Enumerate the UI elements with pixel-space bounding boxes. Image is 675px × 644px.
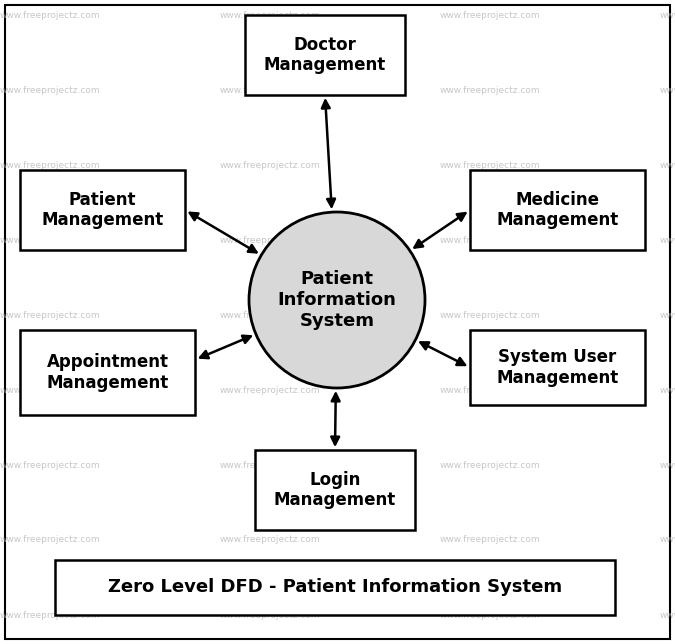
Text: www.freeprojectz.com: www.freeprojectz.com — [220, 460, 321, 469]
Text: www.freeprojectz.com: www.freeprojectz.com — [440, 236, 541, 245]
Text: www.freeprojectz.com: www.freeprojectz.com — [0, 10, 101, 19]
Text: www.freeprojectz.com: www.freeprojectz.com — [0, 236, 101, 245]
Bar — [255, 450, 415, 530]
Text: www.freeprojectz.com: www.freeprojectz.com — [0, 160, 101, 169]
FancyArrowPatch shape — [421, 343, 465, 365]
Text: www.freeprojectz.com: www.freeprojectz.com — [0, 310, 101, 319]
Text: www.freeprojectz.com: www.freeprojectz.com — [440, 160, 541, 169]
Text: www.freeprojectz.com: www.freeprojectz.com — [660, 611, 675, 620]
Text: Doctor
Management: Doctor Management — [264, 35, 386, 75]
FancyArrowPatch shape — [414, 213, 465, 247]
Text: www.freeprojectz.com: www.freeprojectz.com — [0, 86, 101, 95]
Text: www.freeprojectz.com: www.freeprojectz.com — [660, 310, 675, 319]
Text: System User
Management: System User Management — [496, 348, 618, 387]
Text: www.freeprojectz.com: www.freeprojectz.com — [0, 386, 101, 395]
Text: www.freeprojectz.com: www.freeprojectz.com — [220, 236, 321, 245]
Text: www.freeprojectz.com: www.freeprojectz.com — [660, 236, 675, 245]
Text: www.freeprojectz.com: www.freeprojectz.com — [660, 386, 675, 395]
Text: www.freeprojectz.com: www.freeprojectz.com — [220, 310, 321, 319]
Text: www.freeprojectz.com: www.freeprojectz.com — [440, 386, 541, 395]
Text: Patient
Information
System: Patient Information System — [277, 270, 396, 330]
Text: Zero Level DFD - Patient Information System: Zero Level DFD - Patient Information Sys… — [108, 578, 562, 596]
FancyArrowPatch shape — [200, 336, 250, 358]
Bar — [245, 15, 405, 95]
Text: www.freeprojectz.com: www.freeprojectz.com — [220, 386, 321, 395]
Text: www.freeprojectz.com: www.freeprojectz.com — [220, 536, 321, 544]
FancyArrowPatch shape — [190, 213, 256, 252]
Bar — [55, 560, 615, 615]
Bar — [470, 170, 645, 250]
Bar — [20, 330, 195, 415]
Bar — [470, 330, 645, 405]
Text: www.freeprojectz.com: www.freeprojectz.com — [0, 536, 101, 544]
Text: Patient
Management: Patient Management — [41, 191, 163, 229]
Text: www.freeprojectz.com: www.freeprojectz.com — [660, 10, 675, 19]
Circle shape — [249, 212, 425, 388]
FancyArrowPatch shape — [331, 393, 340, 444]
Text: www.freeprojectz.com: www.freeprojectz.com — [440, 86, 541, 95]
Text: www.freeprojectz.com: www.freeprojectz.com — [660, 536, 675, 544]
Text: www.freeprojectz.com: www.freeprojectz.com — [220, 10, 321, 19]
Text: www.freeprojectz.com: www.freeprojectz.com — [220, 160, 321, 169]
Text: www.freeprojectz.com: www.freeprojectz.com — [440, 611, 541, 620]
Bar — [20, 170, 185, 250]
Text: www.freeprojectz.com: www.freeprojectz.com — [0, 611, 101, 620]
Text: www.freeprojectz.com: www.freeprojectz.com — [220, 86, 321, 95]
Text: www.freeprojectz.com: www.freeprojectz.com — [660, 160, 675, 169]
Text: www.freeprojectz.com: www.freeprojectz.com — [660, 460, 675, 469]
Text: www.freeprojectz.com: www.freeprojectz.com — [440, 10, 541, 19]
Text: Medicine
Management: Medicine Management — [496, 191, 618, 229]
Text: www.freeprojectz.com: www.freeprojectz.com — [220, 611, 321, 620]
FancyArrowPatch shape — [322, 100, 335, 207]
Text: Login
Management: Login Management — [274, 471, 396, 509]
Text: www.freeprojectz.com: www.freeprojectz.com — [440, 536, 541, 544]
Text: www.freeprojectz.com: www.freeprojectz.com — [440, 310, 541, 319]
Text: Appointment
Management: Appointment Management — [47, 353, 169, 392]
Text: www.freeprojectz.com: www.freeprojectz.com — [0, 460, 101, 469]
Text: www.freeprojectz.com: www.freeprojectz.com — [660, 86, 675, 95]
Text: www.freeprojectz.com: www.freeprojectz.com — [440, 460, 541, 469]
